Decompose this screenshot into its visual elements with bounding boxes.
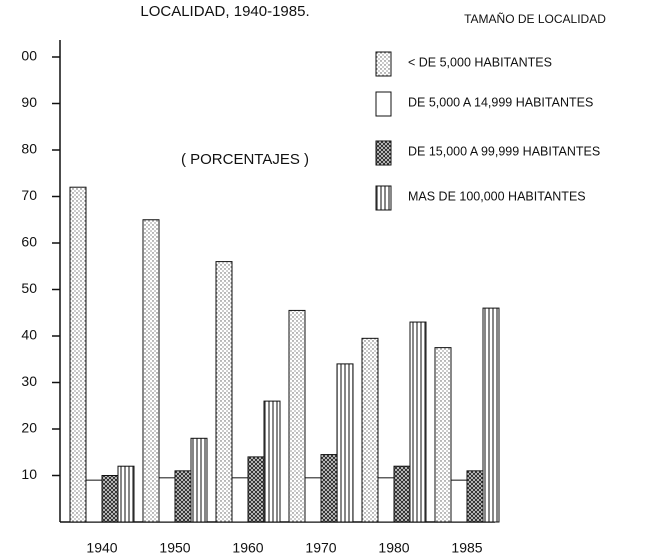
bar (174, 470, 192, 523)
chart-title: LOCALIDAD, 1940-1985. (140, 3, 309, 20)
y-tick-label: 60 (21, 234, 37, 250)
y-tick-label: 40 (21, 327, 37, 343)
y-tick-label: 30 (21, 373, 37, 389)
y-tick-label: 50 (21, 280, 37, 296)
bar (117, 465, 135, 523)
bar (320, 454, 338, 523)
y-tick-label: 00 (21, 48, 37, 64)
bar (409, 321, 427, 523)
x-tick-label: 1960 (232, 540, 263, 556)
bar (142, 219, 160, 523)
y-tick-label: 80 (21, 141, 37, 157)
legend-swatch (375, 91, 392, 117)
bar (85, 479, 103, 523)
x-tick-label: 1940 (86, 540, 117, 556)
bar (101, 475, 119, 523)
legend-label: DE 5,000 A 14,999 HABITANTES (408, 95, 593, 109)
bar (377, 477, 395, 523)
bar (288, 309, 306, 523)
bar (69, 186, 87, 523)
legend-swatch (375, 51, 392, 77)
x-tick-label: 1950 (159, 540, 190, 556)
bar (434, 347, 452, 523)
bar (231, 477, 249, 523)
y-tick-label: 90 (21, 94, 37, 110)
bar (393, 465, 411, 523)
bar (215, 261, 233, 523)
annotation: ( PORCENTAJES ) (181, 151, 309, 168)
legend-label: DE 15,000 A 99,999 HABITANTES (408, 144, 600, 158)
bar (304, 477, 322, 523)
bar (158, 477, 176, 523)
legend-swatch (375, 140, 392, 166)
legend-label: < DE 5,000 HABITANTES (408, 55, 552, 69)
bar (263, 400, 281, 523)
bar (361, 337, 379, 523)
bar (466, 470, 484, 523)
legend-swatch (375, 185, 392, 211)
legend-title: TAMAÑO DE LOCALIDAD (464, 12, 606, 26)
bar (482, 307, 500, 523)
x-tick-label: 1985 (451, 540, 482, 556)
bar (450, 479, 468, 523)
x-tick-label: 1970 (305, 540, 336, 556)
bar (247, 456, 265, 523)
x-tick-label: 1980 (378, 540, 409, 556)
legend-label: MAS DE 100,000 HABITANTES (408, 189, 586, 203)
bar (190, 437, 208, 523)
y-tick-label: 20 (21, 420, 37, 436)
y-tick-label: 10 (21, 466, 37, 482)
bar (336, 363, 354, 523)
y-tick-label: 70 (21, 187, 37, 203)
